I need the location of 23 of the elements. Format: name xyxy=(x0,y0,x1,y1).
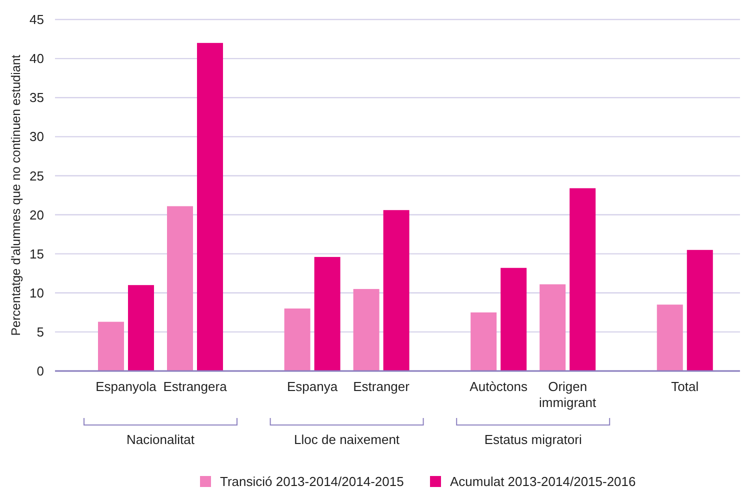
y-tick-label: 30 xyxy=(30,129,44,144)
y-tick-label: 40 xyxy=(30,51,44,66)
y-tick-label: 5 xyxy=(36,324,44,340)
text: Nacionalitat xyxy=(126,432,195,447)
y-tick-label: 15 xyxy=(30,246,44,262)
legend-label: Transició 2013-2014/2014-2015 xyxy=(220,474,404,489)
y-tick-label: 10 xyxy=(30,285,44,300)
text: Estatus migratori xyxy=(484,432,582,447)
x-tick-label: Espanya xyxy=(287,379,338,394)
x-tick-label: Estrangera xyxy=(163,379,228,394)
y-tick-label: 45 xyxy=(30,12,44,28)
y-tick-label: 20 xyxy=(30,207,44,222)
x-tick-label: Espanyola xyxy=(96,379,158,394)
x-tick-label: Autòctons xyxy=(470,379,528,394)
text: Lloc de naixement xyxy=(294,432,400,447)
y-tick-label: 0 xyxy=(36,364,44,379)
x-tick-label: Total xyxy=(671,379,699,394)
y-tick-label: 25 xyxy=(30,168,44,184)
y-axis-title: Percentatge d'alumnes que no continuen estudiant xyxy=(9,54,23,336)
x-tick-label: Origen immigrant xyxy=(539,379,597,410)
y-tick-label: 35 xyxy=(30,90,44,106)
x-tick-label: Estranger xyxy=(353,379,410,394)
legend-label: Acumulat 2013-2014/2015-2016 xyxy=(450,474,636,489)
